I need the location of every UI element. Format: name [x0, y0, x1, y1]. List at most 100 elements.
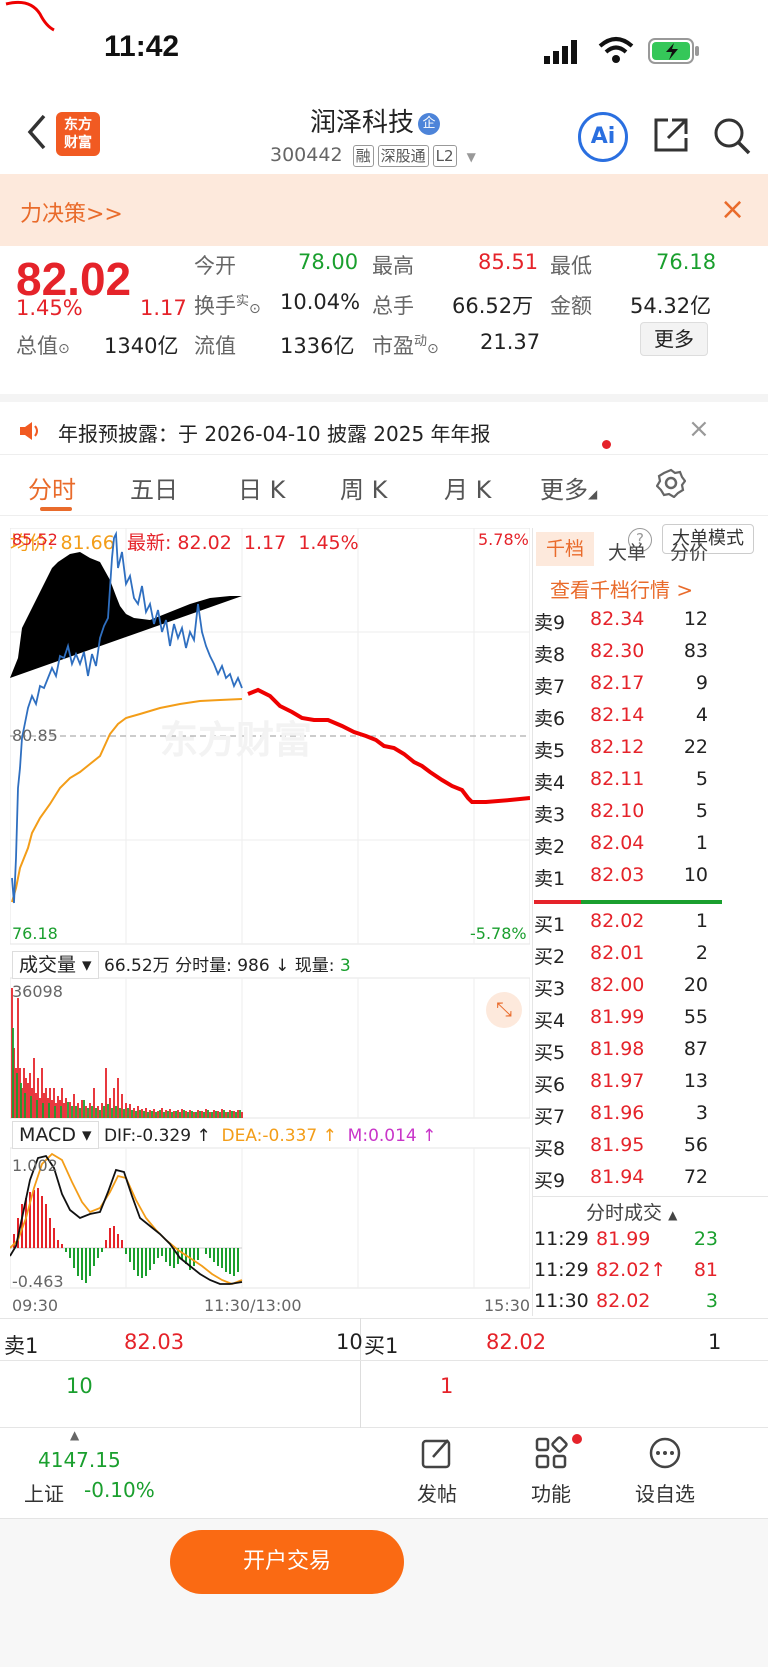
caret-icon: ◢	[588, 487, 598, 501]
trade-volume: 23	[693, 1228, 718, 1250]
open-account-trade-button[interactable]: 开户交易	[170, 1530, 404, 1594]
battery-icon	[648, 38, 699, 64]
ask-row: 卖6 82.14 4	[534, 704, 768, 738]
tab-intraday[interactable]: 分时	[28, 476, 76, 504]
level1-bid-price: 82.02	[486, 1330, 547, 1354]
level-price: 82.30	[590, 640, 645, 662]
level-volume: 3	[695, 1102, 708, 1124]
level-volume: 10	[683, 864, 708, 886]
level-label: 卖1	[534, 868, 566, 890]
expand-icon[interactable]: ⤡	[486, 992, 522, 1028]
level-volume: 87	[683, 1038, 708, 1060]
share-icon[interactable]	[652, 116, 690, 154]
function-label[interactable]: 功能	[531, 1482, 571, 1506]
level1-ask-vol: 10	[336, 1330, 363, 1354]
signal-icon	[544, 40, 577, 64]
pe-value: 21.37	[480, 330, 541, 354]
gear-icon[interactable]	[656, 468, 686, 498]
tab-price-dist[interactable]: 分价	[670, 542, 709, 564]
level-label: 卖4	[534, 772, 566, 794]
add-watchlist-icon[interactable]	[648, 1436, 682, 1470]
ask-row: 卖4 82.11 5	[534, 768, 768, 802]
trade-volume: 3	[705, 1290, 718, 1312]
bid-row: 买3 82.00 20	[534, 974, 768, 1008]
search-icon[interactable]	[712, 116, 752, 156]
level-label: 卖7	[534, 676, 566, 698]
stock-code-row[interactable]: 300442 融深股通 L2 ▼	[270, 144, 476, 167]
tab-big-order[interactable]: 大单	[608, 542, 647, 564]
change-pct: 1.45%	[16, 296, 83, 320]
level-volume: 2	[695, 942, 708, 964]
low-value: 76.18	[656, 250, 717, 274]
info-icon: ⊙	[427, 341, 439, 357]
help-icon[interactable]: ?	[628, 528, 652, 552]
tab-depth[interactable]: 千档	[536, 532, 594, 566]
time-mid: 11:30/13:00	[204, 1296, 302, 1315]
divider	[0, 1360, 768, 1361]
macd-top-label: 1.002	[12, 1156, 58, 1175]
level-volume: 1	[695, 910, 708, 932]
notice-text[interactable]: 年报预披露：于 2026-04-10 披露 2025 年年报	[58, 422, 491, 446]
trade-price: 82.02	[596, 1290, 651, 1312]
volume-header: 成交量 ▾ 66.52万 分时量: 986 ↓ 现量: 3	[12, 950, 351, 979]
level1-bid-label: 买1	[364, 1334, 399, 1358]
level-price: 82.04	[590, 832, 645, 854]
big-order-mode-button[interactable]: 大单模式	[662, 524, 754, 554]
level-label: 卖5	[534, 740, 566, 762]
level-label: 买8	[534, 1138, 566, 1160]
level1-panel	[0, 1318, 768, 1428]
view-depth-link[interactable]: 查看千档行情 >	[550, 578, 694, 602]
level-volume: 20	[683, 974, 708, 996]
tab-five-day[interactable]: 五日	[130, 476, 178, 504]
level-volume: 83	[683, 640, 708, 662]
ask-row: 卖8 82.30 83	[534, 640, 768, 674]
function-icon[interactable]	[534, 1436, 568, 1470]
banner-text[interactable]: 力决策>>	[20, 202, 123, 227]
more-button[interactable]: 更多	[640, 322, 708, 356]
tab-weekly-k[interactable]: 周 K	[340, 476, 388, 504]
level-volume: 5	[695, 768, 708, 790]
low-label: 最低	[550, 254, 592, 278]
ai-button[interactable]: Ai	[578, 112, 628, 162]
trade-price: 82.02↑	[596, 1259, 667, 1281]
level-label: 买4	[534, 1010, 566, 1032]
intraday-chart[interactable]: 东方财富	[10, 528, 530, 1308]
notice-bar[interactable]: 年报预披露：于 2026-04-10 披露 2025 年年报 ×	[0, 394, 768, 454]
bid-row: 买9 81.94 72	[534, 1166, 768, 1200]
watchlist-label[interactable]: 设自选	[635, 1482, 695, 1506]
level-label: 卖3	[534, 804, 566, 826]
eastmoney-logo: 东方 财富	[56, 112, 100, 156]
post-label[interactable]: 发帖	[417, 1482, 457, 1506]
trades-title[interactable]: 分时成交 ▲	[586, 1202, 678, 1224]
y-top-label: 85.52	[12, 530, 58, 549]
level-price: 81.98	[590, 1038, 645, 1060]
level-label: 卖6	[534, 708, 566, 730]
badge-margin: 融	[352, 145, 374, 167]
index-change[interactable]: -0.10%	[84, 1478, 155, 1502]
volume-selector[interactable]: 成交量 ▾	[12, 951, 99, 979]
intraday-info: 均价: 81.66 最新: 82.02 1.17 1.45%	[10, 532, 359, 554]
bid-row: 买4 81.99 55	[534, 1006, 768, 1040]
level-volume: 5	[695, 800, 708, 822]
level-volume: 1	[695, 832, 708, 854]
tab-monthly-k[interactable]: 月 K	[444, 476, 492, 504]
volume-label: 总手	[372, 294, 414, 318]
post-icon[interactable]	[420, 1436, 454, 1470]
tab-daily-k[interactable]: 日 K	[238, 476, 286, 504]
level1-ask-price: 82.03	[124, 1330, 185, 1354]
volume-max-label: 36098	[12, 982, 63, 1001]
index-value[interactable]: 4147.15	[38, 1448, 121, 1472]
ask-row: 卖2 82.04 1	[534, 832, 768, 866]
back-arrow-icon[interactable]	[24, 112, 48, 152]
pe-label: 市盈动⊙	[372, 334, 439, 358]
tab-more[interactable]: 更多◢	[540, 476, 598, 504]
decision-banner[interactable]: 力决策>> ×	[0, 174, 768, 246]
ask-row: 卖5 82.12 22	[534, 736, 768, 770]
notice-close-icon[interactable]: ×	[688, 414, 710, 444]
banner-close-icon[interactable]: ×	[720, 192, 746, 227]
macd-selector[interactable]: MACD ▾	[12, 1121, 99, 1149]
level-volume: 12	[683, 608, 708, 630]
ask-row: 卖7 82.17 9	[534, 672, 768, 706]
level-price: 82.10	[590, 800, 645, 822]
index-name[interactable]: 上证	[24, 1482, 64, 1506]
